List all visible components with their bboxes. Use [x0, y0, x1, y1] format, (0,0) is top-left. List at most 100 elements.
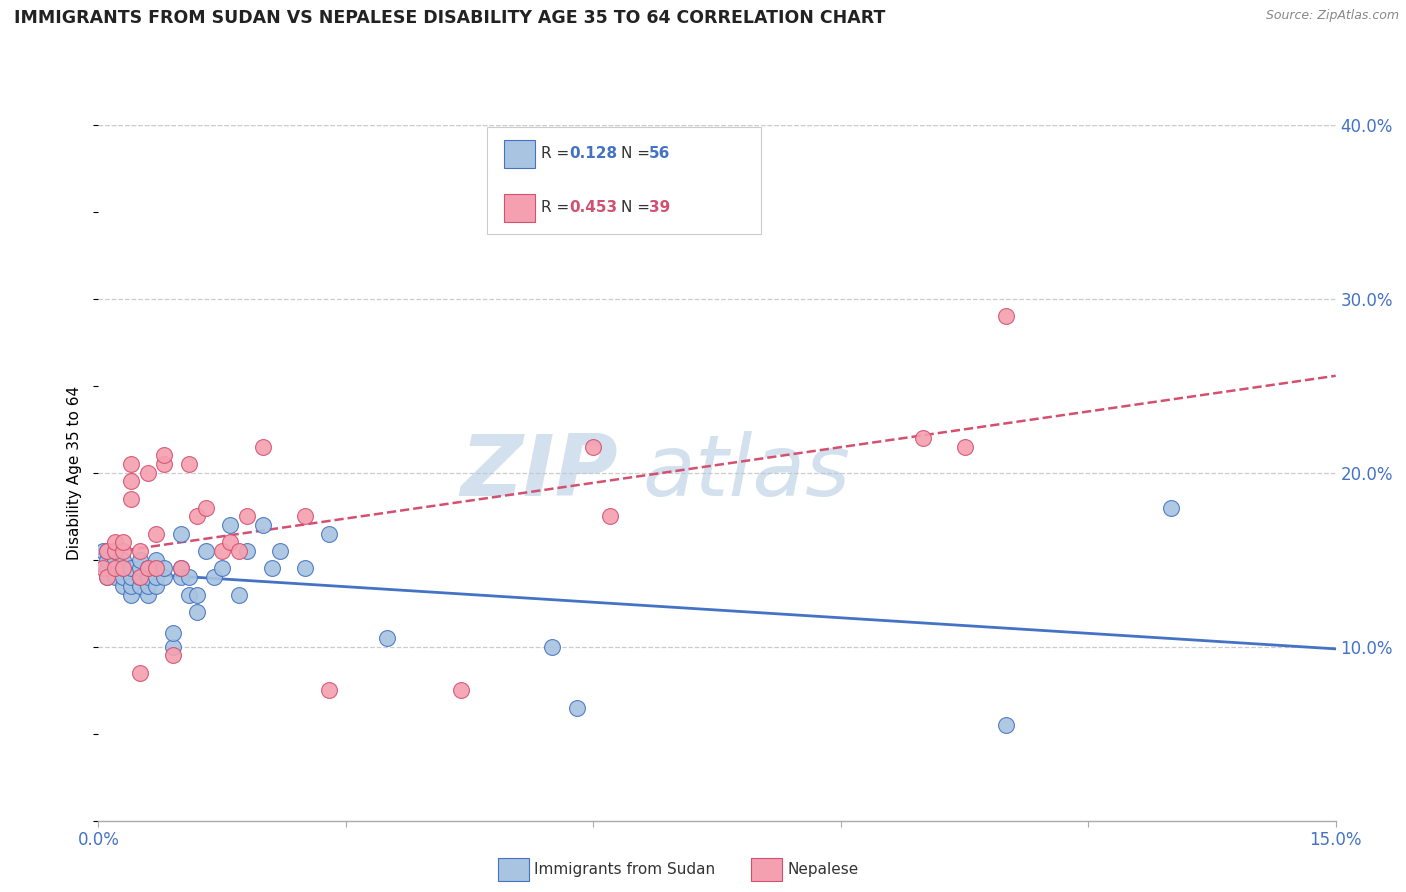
Point	[120, 570, 142, 584]
Point	[1160, 500, 1182, 515]
Text: R =: R =	[541, 146, 574, 161]
Point	[112, 552, 135, 567]
Point	[228, 544, 250, 558]
Point	[170, 561, 193, 575]
Point	[953, 440, 976, 454]
Text: Nepalese: Nepalese	[787, 863, 859, 877]
Point	[112, 561, 135, 575]
Point	[112, 535, 135, 549]
Point	[96, 570, 118, 584]
Point	[120, 491, 142, 506]
Text: Source: ZipAtlas.com: Source: ZipAtlas.com	[1265, 9, 1399, 22]
Point	[104, 561, 127, 575]
Point	[136, 579, 159, 593]
Text: atlas: atlas	[643, 431, 851, 515]
Point	[145, 579, 167, 593]
Point	[236, 544, 259, 558]
Point	[120, 587, 142, 601]
Point	[96, 544, 118, 558]
Point	[145, 561, 167, 575]
Point	[96, 552, 118, 567]
Point	[179, 570, 201, 584]
Point	[145, 552, 167, 567]
Point	[120, 561, 142, 575]
Point	[112, 579, 135, 593]
Point	[252, 440, 274, 454]
Point	[112, 561, 135, 575]
Point	[994, 718, 1017, 732]
Point	[128, 561, 150, 575]
Point	[112, 570, 135, 584]
Point	[104, 544, 127, 558]
Point	[228, 587, 250, 601]
Point	[202, 570, 225, 584]
Point	[128, 544, 150, 558]
Point	[104, 535, 127, 549]
Point	[96, 561, 118, 575]
Point	[260, 561, 283, 575]
Point	[153, 570, 176, 584]
Point	[128, 552, 150, 567]
Point	[104, 561, 127, 575]
Point	[162, 625, 184, 640]
Point	[96, 544, 118, 558]
Point	[120, 475, 142, 489]
Text: N =: N =	[621, 201, 655, 215]
Point	[236, 509, 259, 524]
Point	[294, 509, 316, 524]
Point	[318, 526, 340, 541]
Point	[565, 700, 588, 714]
Point	[128, 570, 150, 584]
Point	[96, 570, 118, 584]
Point	[153, 561, 176, 575]
Y-axis label: Disability Age 35 to 64: Disability Age 35 to 64	[67, 385, 83, 560]
Point	[120, 457, 142, 471]
Point	[136, 587, 159, 601]
Point	[136, 570, 159, 584]
Point	[153, 448, 176, 462]
Point	[128, 665, 150, 680]
Point	[162, 640, 184, 654]
Point	[91, 561, 114, 575]
Point	[450, 683, 472, 698]
Point	[252, 517, 274, 532]
Point	[112, 544, 135, 558]
Text: Immigrants from Sudan: Immigrants from Sudan	[534, 863, 716, 877]
Point	[186, 605, 208, 619]
Point	[582, 440, 605, 454]
Point	[104, 544, 127, 558]
Point	[136, 561, 159, 575]
Text: 39: 39	[650, 201, 671, 215]
Point	[120, 579, 142, 593]
Point	[136, 466, 159, 480]
Text: 0.128: 0.128	[569, 146, 617, 161]
Text: N =: N =	[621, 146, 655, 161]
Point	[211, 544, 233, 558]
Point	[994, 310, 1017, 324]
Text: 56: 56	[650, 146, 671, 161]
Point	[186, 509, 208, 524]
Point	[219, 517, 242, 532]
Text: IMMIGRANTS FROM SUDAN VS NEPALESE DISABILITY AGE 35 TO 64 CORRELATION CHART: IMMIGRANTS FROM SUDAN VS NEPALESE DISABI…	[14, 9, 886, 27]
Point	[211, 561, 233, 575]
Text: 0.453: 0.453	[569, 201, 617, 215]
Point	[375, 631, 398, 645]
Point	[599, 509, 621, 524]
Text: R =: R =	[541, 201, 574, 215]
Point	[153, 457, 176, 471]
Point	[294, 561, 316, 575]
Point	[145, 561, 167, 575]
Text: ZIP: ZIP	[460, 431, 619, 515]
Point	[186, 587, 208, 601]
Point	[179, 587, 201, 601]
Point	[179, 457, 201, 471]
Point	[318, 683, 340, 698]
Point	[170, 526, 193, 541]
Point	[194, 500, 217, 515]
Point	[912, 431, 935, 445]
Point	[104, 552, 127, 567]
Point	[170, 570, 193, 584]
Point	[162, 648, 184, 663]
Point	[91, 544, 114, 558]
Point	[128, 579, 150, 593]
